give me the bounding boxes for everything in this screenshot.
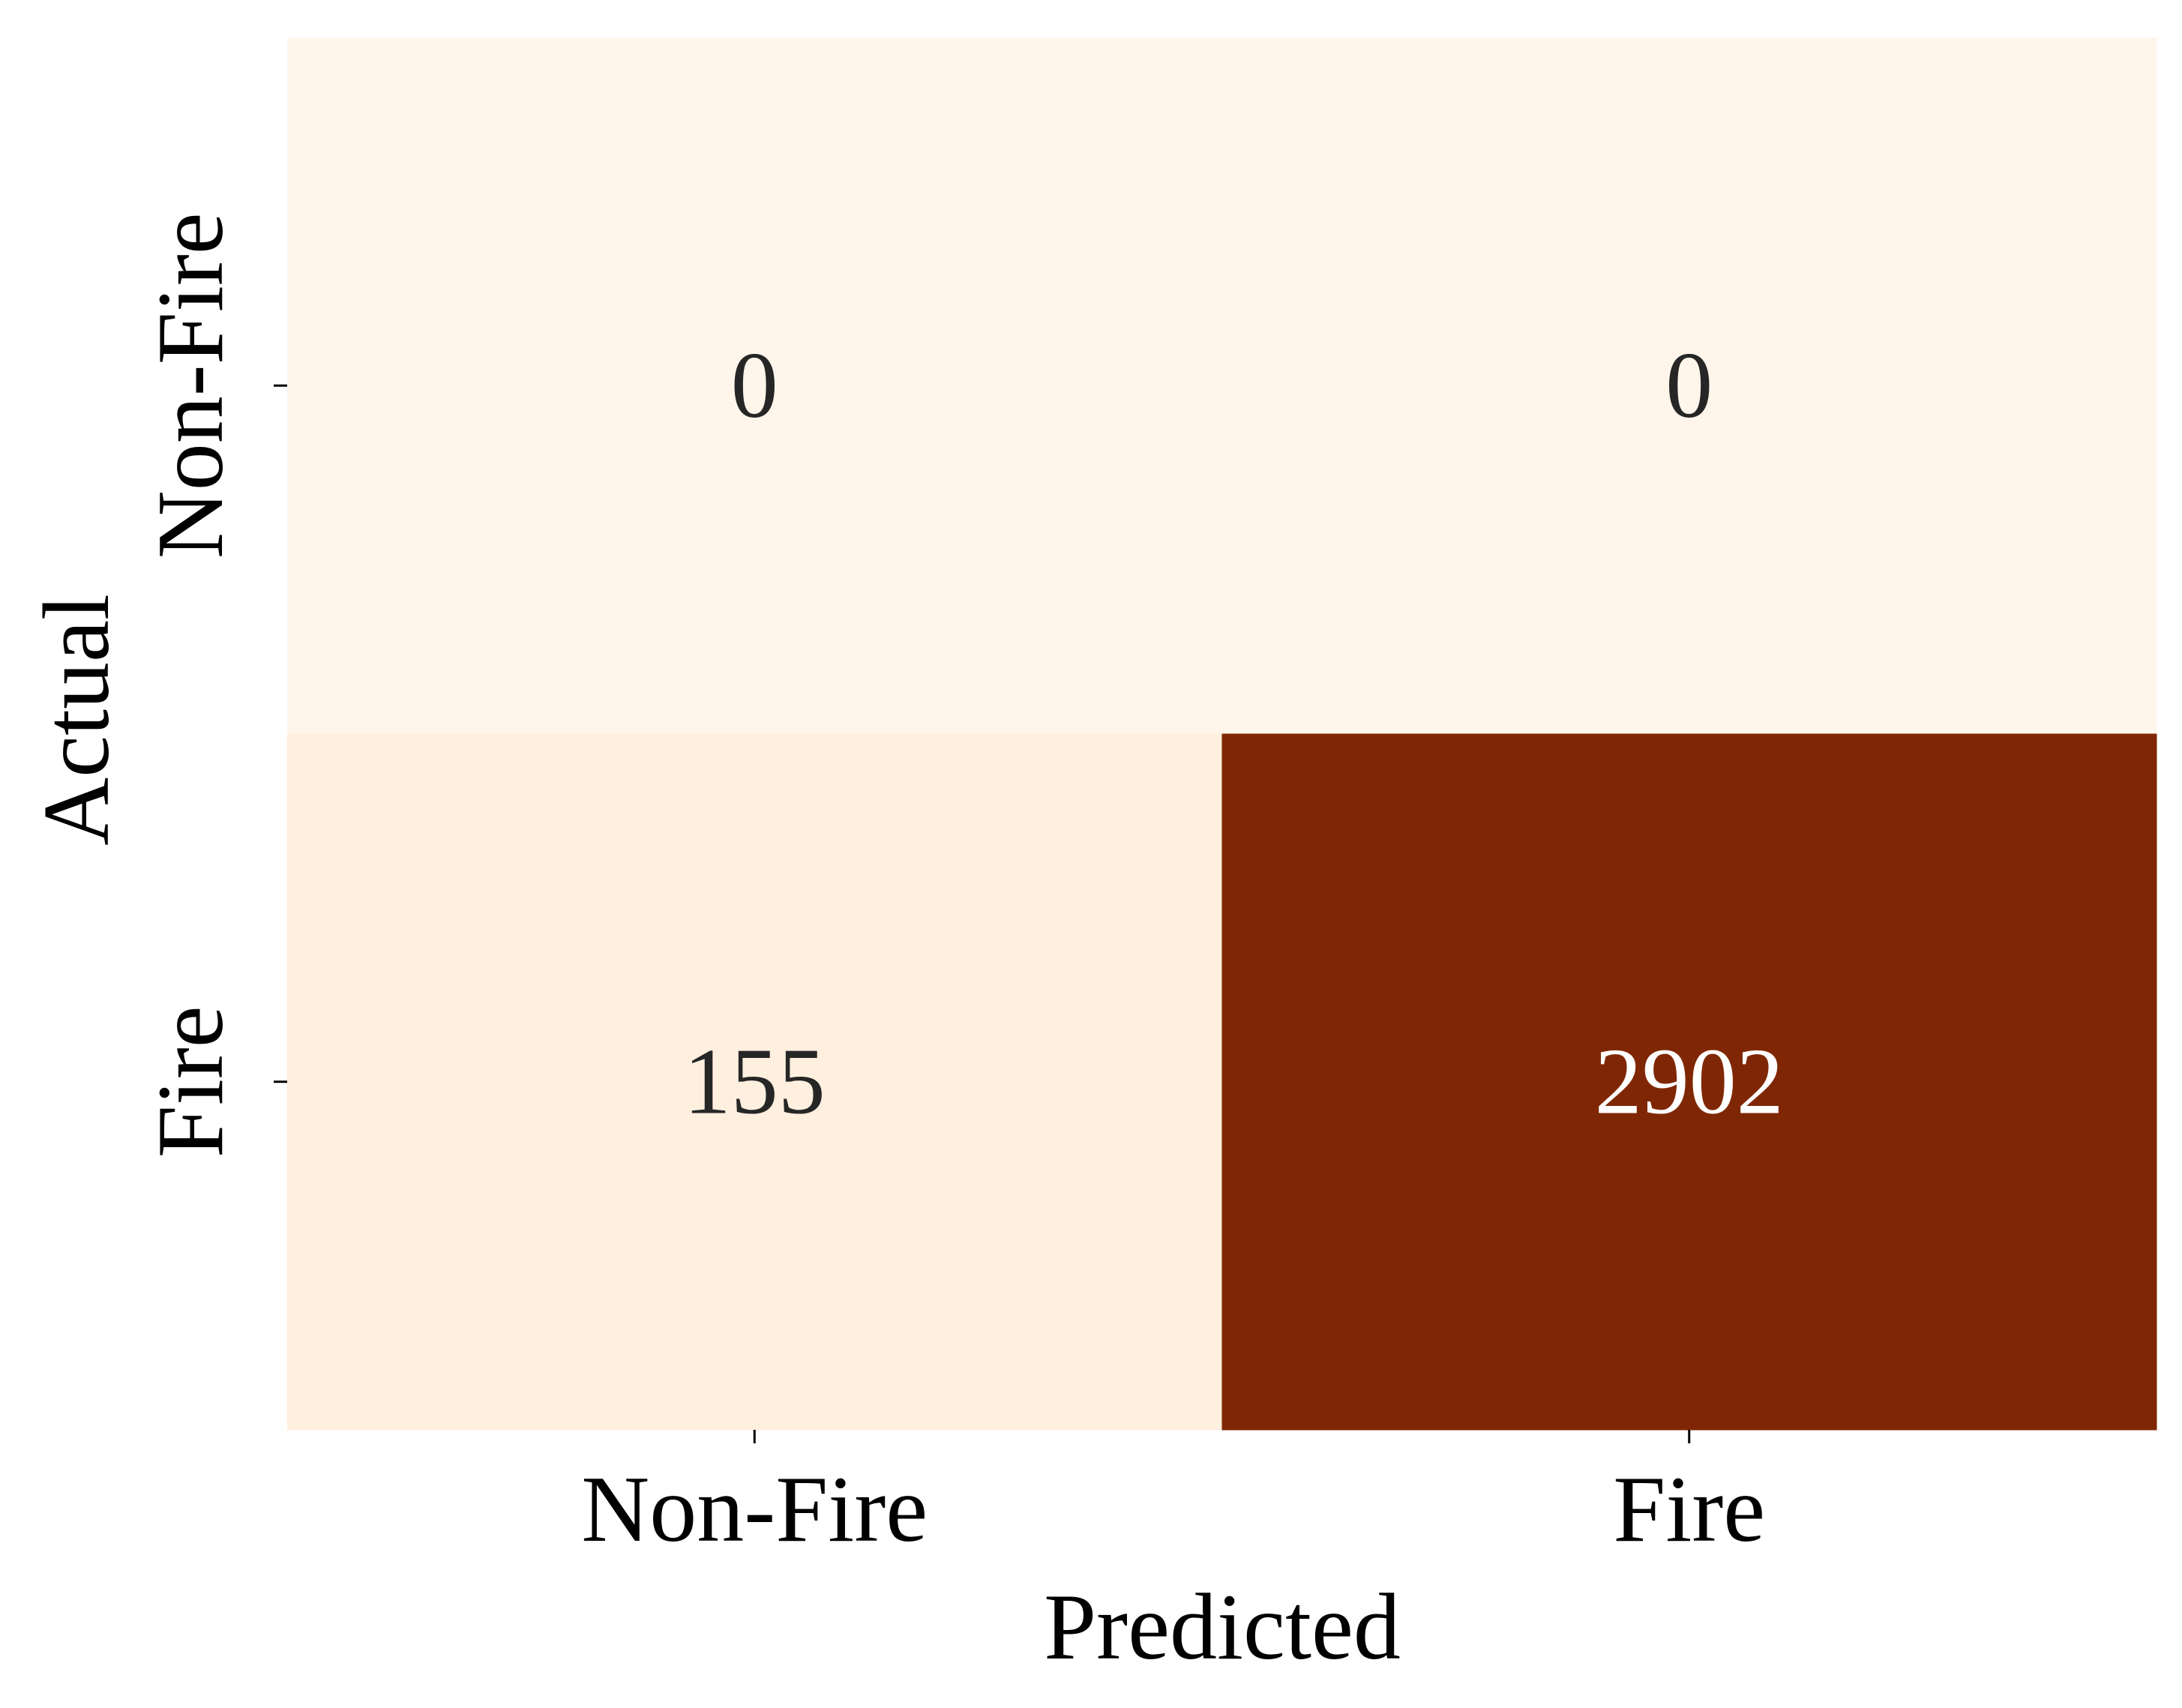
x-axis-label: Predicted [1044,1575,1401,1680]
heatmap-cell-r1-c0 [287,733,1222,1431]
y-tick-label-1: Fire [139,1005,243,1158]
heatmap-cell-r0-c1 [1221,37,2157,734]
heatmap-cell-r1-c1 [1221,733,2157,1431]
y-tick-label-0: Non-Fire [139,212,243,559]
cell-value-r0-c1: 0 [1665,334,1713,438]
heatmap-cell-r0-c0 [287,37,1222,734]
y-axis-label: Actual [25,594,129,846]
heatmap-cells [287,37,2157,1431]
cell-value-r0-c0: 0 [731,334,778,438]
x-tick-label-1: Fire [1613,1458,1765,1562]
cell-value-r1-c0: 155 [684,1029,826,1134]
y-axis-ticks: Non-Fire Fire [139,212,287,1158]
x-axis-ticks: Non-Fire Fire [581,1430,1765,1562]
cell-annotations: 0 0 155 2902 [684,334,1784,1134]
x-tick-label-0: Non-Fire [581,1458,928,1562]
cell-value-r1-c1: 2902 [1595,1029,1784,1134]
